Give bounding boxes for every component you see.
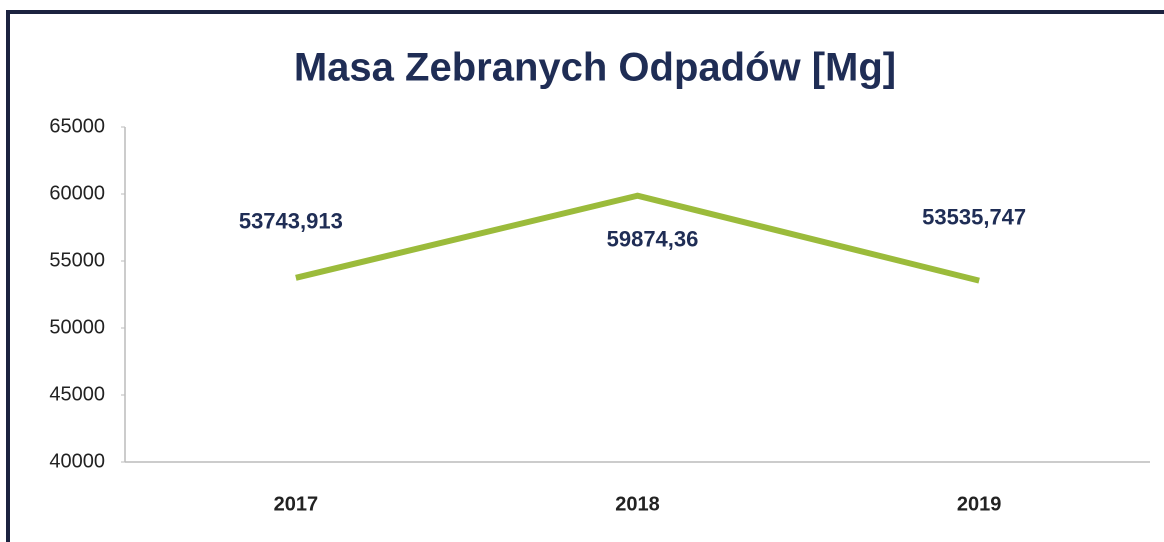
y-tick-label: 60000: [49, 182, 105, 204]
chart-title: Masa Zebranych Odpadów [Mg]: [294, 46, 896, 90]
y-tick-label: 40000: [49, 450, 105, 472]
x-tick-label: 2019: [957, 493, 1002, 515]
y-tick-label: 50000: [49, 316, 105, 338]
y-tick-label: 65000: [49, 115, 105, 137]
frame: [6, 10, 1164, 542]
data-label: 53535,747: [922, 204, 1026, 229]
data-line: [295, 192, 980, 284]
x-tick-label: 2018: [615, 493, 660, 515]
data-label: 59874,36: [607, 226, 699, 251]
y-tick-label: 45000: [49, 383, 105, 405]
x-tick-label: 2017: [274, 493, 319, 515]
y-tick-label: 55000: [49, 249, 105, 271]
data-label: 53743,913: [239, 209, 343, 234]
